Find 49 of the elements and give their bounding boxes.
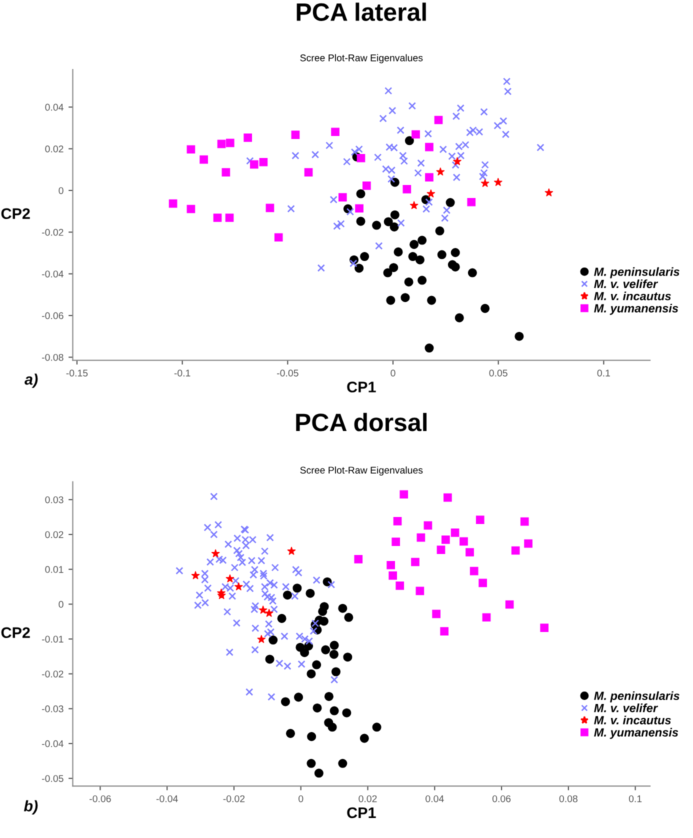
- x-tick-label: 0.1: [628, 795, 642, 802]
- chart-title: PCA lateral: [296, 2, 426, 21]
- legend-label: M. yumanensis: [594, 304, 678, 315]
- y-tick-label: -0.02: [42, 670, 64, 678]
- x-tick-label: 0: [390, 370, 396, 377]
- x-tick-label: -0.15: [66, 370, 88, 377]
- chart-title: PCA dorsal: [296, 412, 427, 432]
- legend-label: M. v. incautus: [594, 292, 671, 300]
- x-axis-title: CP1: [347, 382, 376, 392]
- legend-label: M. yumanensis: [594, 728, 678, 739]
- legend-label: M. v. incautus: [594, 716, 671, 724]
- legend-label: M. v. velifer: [594, 704, 658, 712]
- y-tick-label: 0.02: [45, 146, 64, 152]
- y-axis-title: CP2: [1, 627, 30, 638]
- x-tick-label: 0.1: [597, 370, 610, 377]
- legend-label: M. peninsularis: [594, 691, 680, 702]
- x-tick-label: -0.06: [90, 795, 111, 802]
- x-tick-label: -0.1: [174, 370, 190, 377]
- x-tick-label: 0.02: [358, 795, 377, 802]
- y-tick-label: 0.03: [45, 496, 64, 504]
- x-tick-label: 0.06: [492, 795, 511, 802]
- y-tick-label: -0.03: [42, 705, 64, 712]
- x-tick-label: 0.04: [426, 795, 444, 802]
- chart-subtitle: Scree Plot-Raw Eigenvalues: [300, 466, 423, 476]
- x-tick-label: 0: [298, 795, 304, 802]
- y-tick-label: 0: [58, 600, 64, 608]
- x-tick-label: 0.08: [559, 795, 578, 802]
- x-tick-label: 0.05: [489, 370, 508, 377]
- text: b): [24, 800, 38, 814]
- y-axis-title: CP2: [1, 208, 30, 220]
- x-tick-label: -0.05: [277, 370, 298, 377]
- chart-subtitle: Scree Plot-Raw Eigenvalues: [300, 54, 423, 64]
- y-tick-label: 0.02: [45, 531, 64, 538]
- x-tick-label: -0.02: [223, 795, 245, 802]
- y-tick-label: 0.01: [45, 566, 64, 573]
- y-tick-label: -0.08: [42, 354, 64, 361]
- y-tick-label: -0.01: [42, 636, 64, 643]
- y-tick-label: -0.06: [42, 312, 64, 320]
- legend-label: M. v. velifer: [594, 279, 658, 288]
- text: a): [24, 374, 38, 388]
- y-tick-label: 0: [58, 187, 64, 194]
- x-tick-label: -0.04: [156, 795, 178, 802]
- y-tick-label: 0.04: [45, 104, 64, 111]
- y-tick-label: -0.04: [42, 270, 64, 278]
- x-axis-title: CP1: [347, 807, 376, 818]
- y-tick-label: -0.05: [42, 775, 64, 782]
- y-tick-label: -0.04: [42, 740, 64, 748]
- legend-label: M. peninsularis: [594, 267, 680, 278]
- y-tick-label: -0.02: [42, 228, 64, 236]
